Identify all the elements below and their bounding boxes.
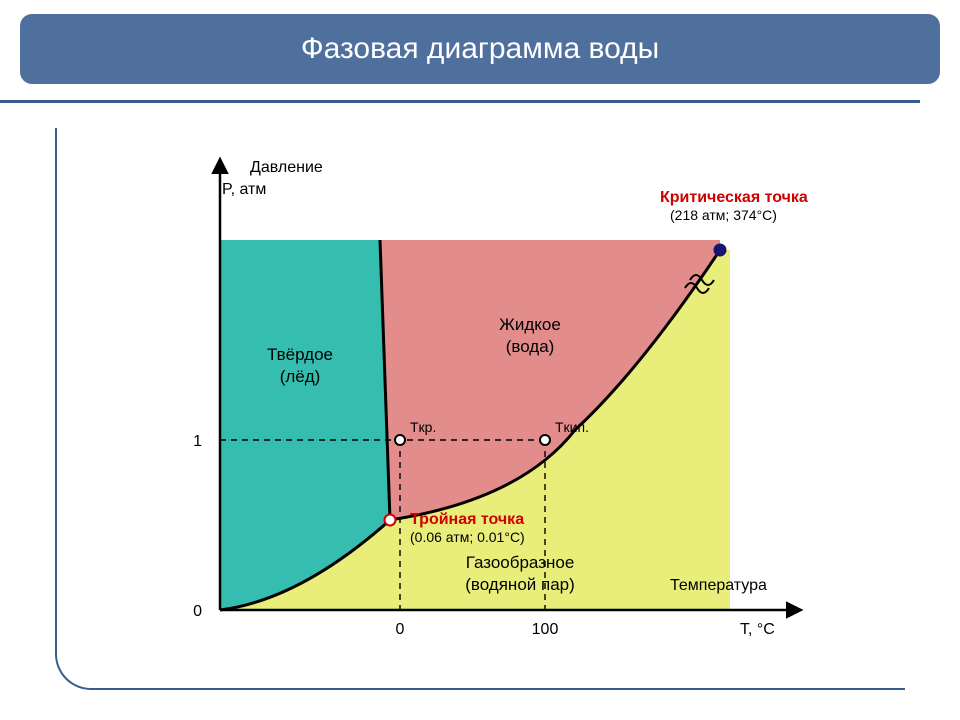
- x-axis-title-1: Температура: [670, 577, 767, 594]
- label-critical-sub: (218 атм; 374°C): [670, 207, 777, 223]
- phase-diagram: 0 1 0 100 Давление P, атм Температура T, °C Твёр…: [100, 140, 860, 680]
- label-solid-2: (лёд): [280, 367, 321, 386]
- point-critical: [715, 245, 726, 256]
- y-axis-title-1: Давление: [250, 159, 323, 176]
- x-tick-0: 0: [396, 621, 405, 638]
- label-triple-title: Тройная точка: [410, 511, 524, 528]
- point-triple: [385, 515, 396, 526]
- label-liquid-2: (вода): [506, 337, 555, 356]
- label-solid-1: Твёрдое: [267, 345, 333, 364]
- label-tkr: Tкр.: [410, 419, 436, 435]
- point-tkip: [540, 435, 550, 445]
- slide-title: Фазовая диаграмма воды: [301, 32, 659, 66]
- x-tick-100: 100: [532, 621, 559, 638]
- label-gas-2: (водяной пар): [465, 575, 575, 594]
- label-critical-title: Критическая точка: [660, 189, 808, 206]
- y-axis-title-2: P, атм: [222, 181, 266, 198]
- y-tick-0: 0: [193, 603, 202, 620]
- label-tkip: Tкип.: [555, 419, 589, 435]
- point-tkr: [395, 435, 405, 445]
- title-bar: Фазовая диаграмма воды: [20, 14, 940, 84]
- header-rule: [0, 100, 920, 103]
- label-liquid-1: Жидкое: [499, 315, 561, 334]
- label-gas-1: Газообразное: [466, 553, 575, 572]
- label-triple-sub: (0.06 атм; 0.01°C): [410, 529, 525, 545]
- x-axis-title-2: T, °C: [740, 621, 775, 638]
- y-tick-1: 1: [193, 433, 202, 450]
